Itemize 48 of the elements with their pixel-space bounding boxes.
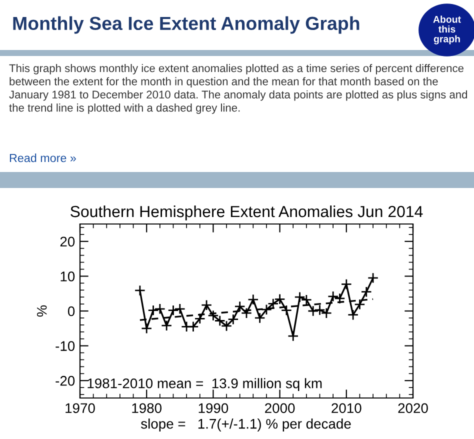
point	[148, 304, 159, 316]
y-tick-label: 0	[68, 306, 75, 316]
point	[348, 309, 359, 320]
point	[194, 313, 206, 324]
point	[288, 330, 299, 342]
x-tick-label: 1990	[198, 403, 228, 414]
x-tick-label: 2010	[332, 403, 362, 414]
chart-title: Monthly Sea Ice Extent Anomaly Graph	[13, 16, 360, 34]
x-tick-label: 1980	[132, 403, 162, 414]
point	[294, 292, 306, 303]
point	[248, 294, 259, 306]
point	[328, 290, 339, 302]
y-tick-label: 10	[60, 272, 75, 282]
point	[320, 308, 332, 319]
point	[154, 303, 166, 314]
point	[161, 320, 172, 332]
point	[240, 308, 252, 319]
point	[168, 304, 179, 316]
y-tick-label: 20	[60, 236, 75, 247]
point	[314, 304, 326, 316]
chart-subtitle: Southern Hemisphere Extent Anomalies Jun 2014	[70, 205, 423, 220]
point	[280, 304, 292, 316]
x-tick-label: 1970	[66, 403, 95, 414]
point	[300, 294, 312, 306]
y-tick-label: -20	[56, 376, 75, 386]
y-tick-label: -10	[56, 341, 75, 351]
point	[254, 312, 266, 324]
text: About this graph	[433, 16, 461, 44]
point	[214, 315, 226, 326]
y-axis-title: %	[36, 305, 47, 317]
annotation: 1981-2010 mean = 13.9 million sq km	[88, 378, 322, 392]
point	[360, 286, 372, 298]
x-tick-label: 2020	[398, 403, 428, 414]
point	[200, 300, 212, 311]
point	[208, 310, 219, 322]
text: This graph shows monthly ice extent anomalies plotted as a time series of percent difference between the extent for the month in question and the mean for that month based on the January 1981 to December 2010 data. The anomaly data points are plotted as plus signs and the trend line is plotted with a dashed grey line.	[9, 64, 468, 114]
point	[234, 300, 246, 312]
point	[174, 303, 186, 314]
point	[308, 305, 319, 317]
x-tick-label: 2000	[265, 403, 295, 414]
point	[141, 322, 152, 334]
point	[340, 278, 352, 290]
point	[134, 284, 146, 296]
point	[354, 298, 366, 310]
point	[367, 272, 379, 284]
point	[334, 292, 346, 304]
text: Read more »	[10, 154, 76, 162]
text: slope = 1.7(+/-1.1) % per decade	[141, 418, 351, 432]
